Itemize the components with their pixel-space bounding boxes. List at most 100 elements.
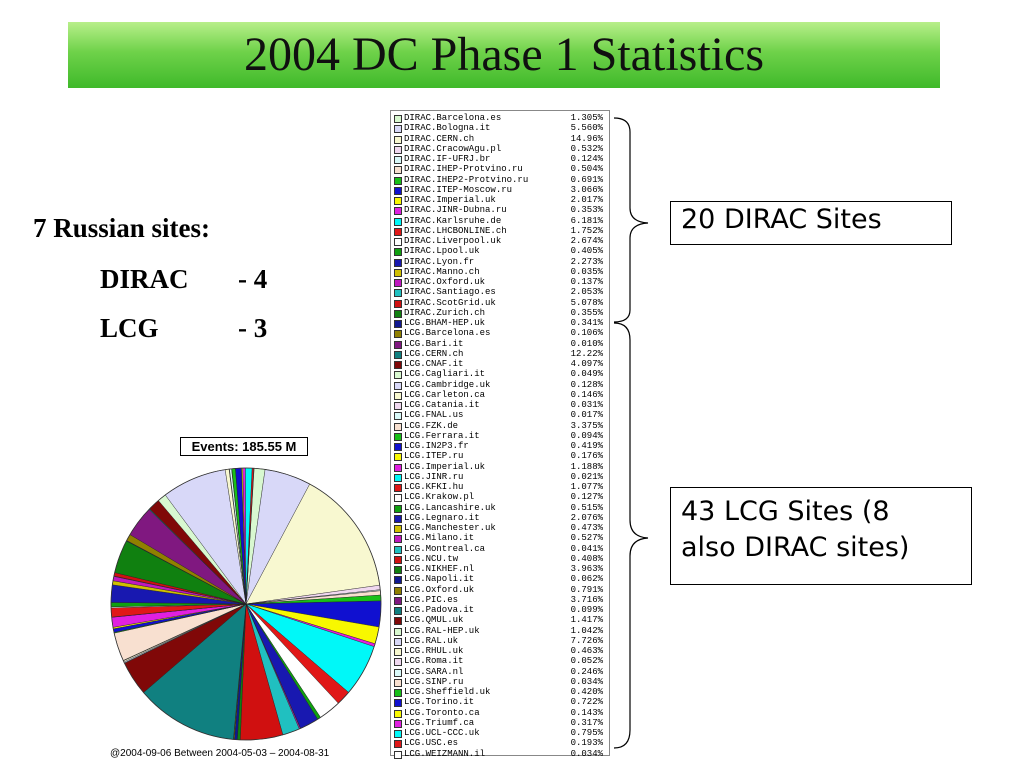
legend-site-name: LCG.SINP.ru: [404, 676, 464, 687]
lcg-brace: [613, 322, 649, 749]
legend-site-name: LCG.USC.es: [404, 738, 459, 749]
legend-swatch: [394, 227, 402, 236]
pie-outline: [110, 467, 382, 741]
legend-site-name: LCG.QMUL.uk: [404, 615, 464, 626]
legend-row: DIRAC.Bologna.it 5.560%: [391, 123, 609, 134]
legend-site-name: LCG.Lancashire.uk: [404, 502, 496, 513]
legend-site-name: DIRAC.IHEP2-Protvino.ru: [404, 174, 529, 185]
legend-swatch: [394, 268, 402, 277]
legend-row: LCG.Ferrara.it 0.094%: [391, 430, 609, 442]
legend-row: DIRAC.Oxford.uk 0.137%: [391, 277, 609, 288]
legend-swatch: [394, 186, 402, 195]
legend-site-name: DIRAC.LHCBONLINE.ch: [404, 225, 507, 236]
events-total-label: Events: 185.55 M: [180, 437, 308, 456]
legend-site-name: DIRAC.Liverpool.uk: [404, 236, 502, 246]
legend-site-name: DIRAC.CracowAgu.pl: [404, 143, 502, 154]
legend-site-name: DIRAC.Bologna.it: [404, 123, 491, 134]
legend-row: LCG.Padova.it 0.099%: [391, 605, 609, 616]
legend-row: LCG.Milano.it 0.527%: [391, 533, 609, 544]
legend-row: LCG.SARA.nl 0.246%: [391, 667, 609, 678]
legend-site-percent: 0.176%: [570, 451, 603, 462]
legend-site-percent: 0.106%: [570, 328, 603, 339]
legend-site-percent: 2.273%: [570, 256, 603, 267]
legend-site-percent: 0.420%: [570, 687, 603, 697]
legend-site-name: LCG.Montreal.ca: [404, 543, 486, 554]
legend-swatch: [394, 678, 402, 687]
legend-site-name: LCG.KFKI.hu: [404, 482, 464, 492]
legend-swatch: [394, 381, 402, 390]
dirac-sites-callout: 20 DIRAC Sites: [670, 201, 952, 245]
legend-swatch: [394, 535, 402, 544]
legend-swatch: [394, 176, 402, 185]
legend-site-percent: 3.066%: [570, 184, 603, 195]
legend-site-percent: 0.049%: [570, 369, 603, 380]
legend-swatch: [394, 730, 402, 738]
legend-row: LCG.Legnaro.it 2.076%: [391, 513, 609, 524]
legend-row: DIRAC.Santiago.es 2.053%: [391, 287, 609, 298]
legend-site-percent: 1.752%: [570, 225, 603, 236]
legend-row: LCG.KFKI.hu 1.077%: [391, 482, 609, 493]
legend-swatch: [394, 350, 402, 359]
legend-site-percent: 0.031%: [570, 400, 603, 410]
dirac-sites-callout-text: 20 DIRAC Sites: [681, 204, 882, 235]
legend-row: DIRAC.Lyon.fr 2.273%: [391, 256, 609, 268]
legend-row: LCG.RAL.uk 7.726%: [391, 635, 609, 647]
legend-site-percent: 0.419%: [570, 441, 603, 451]
legend-site-name: LCG.CNAF.it: [404, 359, 464, 369]
legend-swatch: [394, 361, 402, 369]
legend-row: LCG.FZK.de 3.375%: [391, 420, 609, 432]
legend-site-name: DIRAC.CERN.ch: [404, 133, 475, 144]
legend-site-name: DIRAC.JINR-Dubna.ru: [404, 205, 507, 216]
legend-row: LCG.USC.es 0.193%: [391, 738, 609, 749]
legend-row: DIRAC.ScotGrid.uk 5.078%: [391, 298, 609, 309]
legend-site-name: DIRAC.Santiago.es: [404, 287, 496, 298]
legend-site-name: LCG.FNAL.us: [404, 410, 464, 421]
date-range-footnote: @2004-09-06 Between 2004-05-03 – 2004-08…: [110, 748, 330, 759]
legend-site-percent: 0.146%: [570, 389, 603, 400]
legend-swatch: [394, 135, 402, 144]
title-banner: 2004 DC Phase 1 Statistics: [68, 22, 940, 88]
legend-swatch: [394, 740, 402, 749]
legend-site-name: LCG.Catania.it: [404, 400, 480, 410]
legend-site-name: LCG.Roma.it: [404, 656, 464, 667]
legend-row: LCG.Toronto.ca 0.143%: [391, 708, 609, 719]
dirac-brace: [613, 117, 649, 323]
legend-row: LCG.Sheffield.uk 0.420%: [391, 687, 609, 698]
legend-site-name: LCG.Ferrara.it: [404, 430, 480, 441]
legend-site-percent: 0.463%: [570, 646, 603, 656]
legend-site-name: LCG.FZK.de: [404, 420, 459, 431]
legend-swatch: [394, 258, 402, 267]
legend-row: DIRAC.Zurich.ch 0.355%: [391, 308, 609, 319]
legend-site-percent: 7.726%: [570, 635, 603, 646]
legend-swatch: [394, 473, 402, 482]
legend-site-name: LCG.Milano.it: [404, 533, 475, 544]
legend-site-name: LCG.NCU.tw: [404, 553, 459, 564]
legend-site-name: LCG.Padova.it: [404, 605, 475, 615]
legend-swatch: [394, 207, 402, 216]
legend-row: LCG.IN2P3.fr 0.419%: [391, 441, 609, 452]
legend-swatch: [394, 453, 402, 462]
legend-site-name: LCG.Carleton.ca: [404, 389, 486, 400]
legend-site-name: DIRAC.Manno.ch: [404, 266, 480, 277]
legend-row: DIRAC.Lpool.uk 0.405%: [391, 246, 609, 257]
legend-site-name: LCG.Bari.it: [404, 338, 464, 349]
legend-swatch: [394, 637, 402, 646]
legend-site-percent: 0.034%: [570, 676, 603, 687]
legend-site-name: DIRAC.Barcelona.es: [404, 113, 502, 123]
legend-site-percent: 0.691%: [570, 174, 603, 185]
legend-row: LCG.SINP.ru 0.034%: [391, 676, 609, 688]
legend-site-name: LCG.WEIZMANN.il: [404, 748, 486, 759]
legend-swatch: [394, 340, 402, 349]
legend-row: DIRAC.CERN.ch 14.96%: [391, 133, 609, 145]
legend-swatch: [394, 412, 402, 421]
legend-site-name: LCG.Oxford.uk: [404, 584, 475, 595]
legend-swatch: [394, 330, 402, 339]
legend-site-percent: 3.963%: [570, 564, 603, 574]
legend-row: LCG.Krakow.pl 0.127%: [391, 492, 609, 503]
legend-row: LCG.ITEP.ru 0.176%: [391, 451, 609, 462]
legend-site-percent: 1.417%: [570, 615, 603, 626]
legend-row: LCG.NCU.tw 0.408%: [391, 553, 609, 565]
legend-row: DIRAC.Manno.ch 0.035%: [391, 266, 609, 278]
legend-site-name: LCG.PIC.es: [404, 594, 459, 605]
